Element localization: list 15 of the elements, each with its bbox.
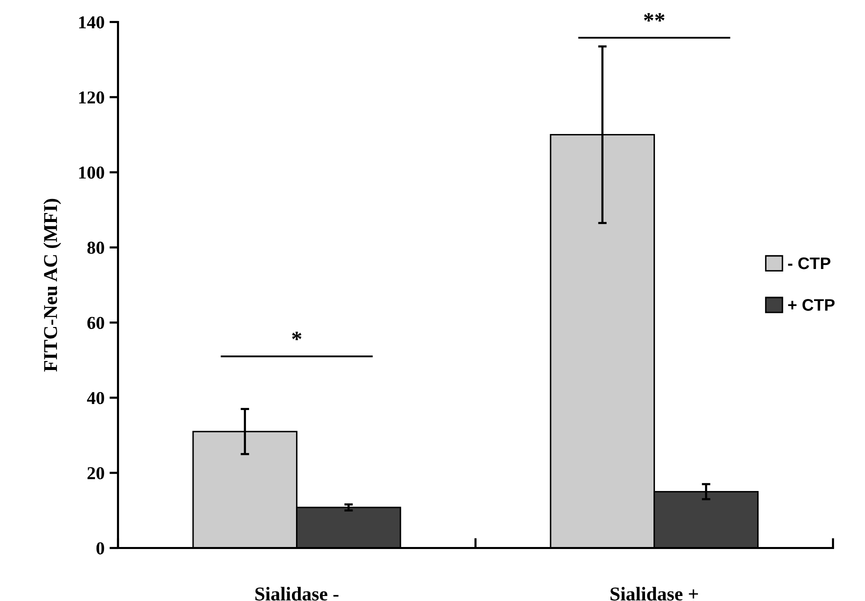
legend-label: - CTP	[788, 257, 830, 270]
y-tick-label: 0	[96, 542, 104, 554]
y-tick-label: 140	[79, 16, 104, 28]
y-axis-title: FITC-Neu AC (MFI)	[43, 198, 62, 372]
y-tick-label: 80	[87, 242, 104, 254]
x-tick-label: Sialidase -	[255, 586, 338, 601]
y-tick-label: 60	[87, 316, 104, 330]
y-tick-label: 40	[87, 392, 104, 404]
y-tick-label: 20	[88, 467, 104, 480]
y-tick-label: 120	[79, 91, 104, 104]
legend-label: + CTP	[788, 299, 835, 311]
x-tick-label: Sialidase +	[610, 586, 698, 601]
text: **	[644, 13, 664, 22]
annotation: *	[292, 332, 302, 340]
y-tick-label: 100	[79, 166, 104, 179]
